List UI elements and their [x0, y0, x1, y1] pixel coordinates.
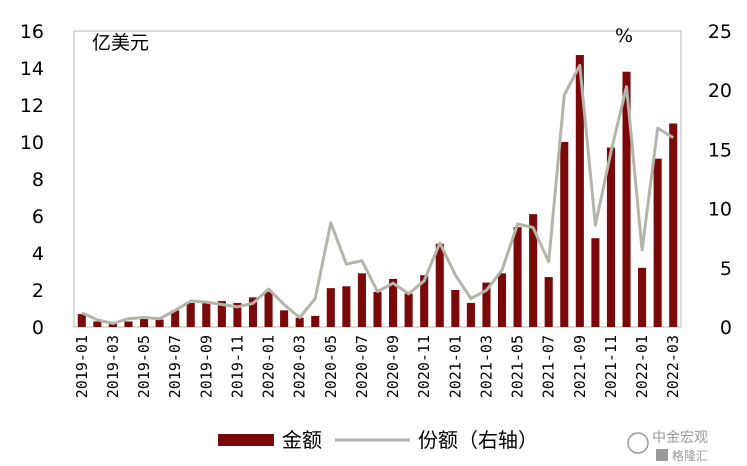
bar: [326, 288, 335, 327]
wechat-icon: [627, 432, 649, 454]
bar: [155, 319, 164, 327]
bar: [389, 278, 398, 327]
bar: [435, 243, 444, 327]
bar: [482, 282, 491, 327]
right-tick-label: 0: [720, 317, 732, 339]
bar: [404, 293, 413, 327]
bar: [357, 273, 366, 327]
left-tick-label: 4: [32, 243, 44, 265]
watermark-logo-text: 中金宏观: [652, 430, 708, 446]
left-tick-label: 14: [20, 58, 44, 80]
bar: [638, 267, 647, 327]
bar: [420, 275, 429, 327]
bar: [653, 158, 662, 327]
bar: [560, 142, 569, 327]
bar: [186, 302, 195, 327]
x-tick-label: 2019-03: [104, 335, 122, 398]
x-tick-label: 2019-07: [166, 335, 184, 398]
legend: 金额 份额（右轴）: [218, 428, 538, 452]
bar: [217, 301, 226, 327]
bar: [139, 317, 149, 327]
x-tick-label: 2019-09: [197, 335, 215, 398]
left-axis-unit: 亿美元: [92, 32, 149, 54]
gelonghui-icon: [656, 449, 668, 461]
x-tick-label: 2021-11: [602, 335, 620, 398]
x-tick-label: 2022-01: [633, 335, 651, 398]
x-tick-label: 2019-11: [228, 335, 246, 398]
right-tick-label: 5: [720, 258, 732, 280]
bar: [280, 310, 289, 327]
left-tick-label: 0: [32, 317, 44, 339]
bar: [622, 71, 631, 327]
left-tick-label: 6: [32, 206, 44, 228]
x-axis-ticks: 2019-01 2019-03 2019-05 2019-07 2019-09 2019-…: [73, 335, 682, 398]
x-tick-label: 2020-01: [260, 335, 278, 398]
x-tick-label: 2021-01: [446, 335, 464, 398]
left-tick-label: 8: [32, 169, 44, 191]
bar: [373, 291, 382, 327]
x-tick-label: 2020-09: [384, 335, 402, 398]
legend-bar-swatch: [218, 434, 274, 446]
x-tick-label: 2020-07: [353, 335, 371, 398]
x-tick-label: 2020-03: [291, 335, 309, 398]
x-tick-label: 2021-05: [509, 335, 527, 398]
bar: [466, 302, 475, 327]
left-tick-label: 10: [20, 132, 44, 154]
left-axis-ticks: 0 2 4 6 8 10 12 14 16: [20, 21, 44, 339]
bar: [124, 321, 133, 327]
right-tick-label: 15: [708, 139, 732, 161]
left-tick-label: 2: [32, 280, 44, 302]
bar: [451, 290, 460, 327]
x-tick-label: 2021-03: [477, 335, 495, 398]
legend-bar-label: 金额: [282, 428, 322, 452]
bar: [606, 147, 616, 327]
x-tick-label: 2021-07: [540, 335, 558, 398]
bar: [233, 302, 242, 327]
bar: [669, 123, 678, 327]
left-tick-label: 16: [20, 21, 44, 43]
bar: [108, 323, 117, 327]
bar: [529, 214, 538, 327]
x-tick-label: 2019-01: [73, 335, 91, 398]
right-tick-label: 10: [708, 199, 732, 221]
bar: [202, 302, 211, 327]
share-line: [81, 63, 674, 325]
x-tick-label: 2022-03: [664, 335, 682, 398]
legend-line-label: 份额（右轴）: [418, 428, 538, 452]
right-tick-label: 25: [708, 21, 732, 43]
x-tick-label: 2020-05: [322, 335, 340, 398]
bar: [171, 310, 180, 327]
bar: [575, 55, 584, 328]
x-tick-label: 2021-09: [571, 335, 589, 398]
left-tick-label: 12: [20, 95, 44, 117]
bar: [264, 291, 273, 327]
watermark-sub-text: 格隆汇: [672, 448, 708, 463]
x-tick-label: 2020-11: [415, 335, 433, 398]
watermark: 中金宏观 格隆汇: [627, 430, 708, 463]
right-tick-label: 20: [708, 80, 732, 102]
bar: [295, 317, 304, 327]
bar: [497, 273, 507, 327]
bar: [544, 277, 553, 327]
right-axis-unit: %: [615, 25, 633, 47]
x-tick-label: 2019-05: [135, 335, 153, 398]
right-axis-ticks: 0 5 10 15 20 25: [708, 21, 732, 339]
bar: [93, 321, 102, 327]
bar: [591, 238, 600, 327]
bar: [248, 297, 258, 327]
bar: [311, 315, 320, 327]
line-series: [81, 63, 674, 325]
bar-series: [77, 55, 678, 328]
bar: [77, 314, 86, 327]
bar: [513, 227, 522, 327]
bar: [342, 286, 351, 327]
